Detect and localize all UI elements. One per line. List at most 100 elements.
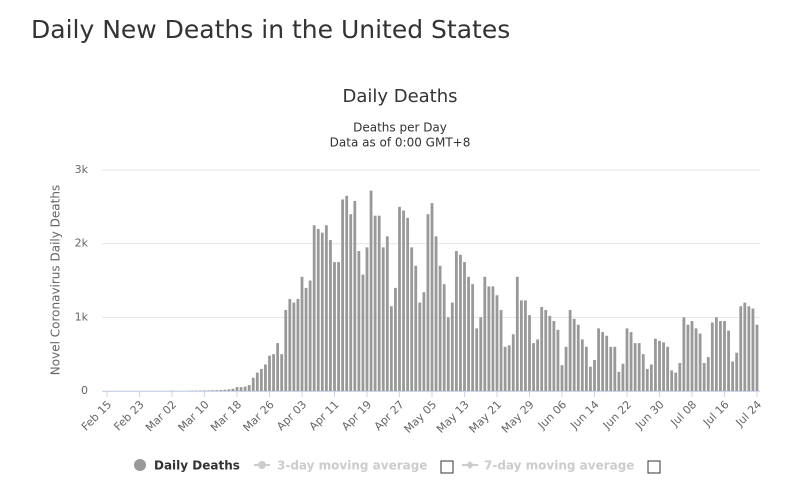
checkbox[interactable] bbox=[441, 461, 453, 473]
bar bbox=[272, 354, 275, 391]
chart-subtitle: Data as of 0:00 GMT+8 bbox=[330, 136, 471, 150]
x-tick-label: Jun 14 bbox=[567, 398, 601, 432]
bar bbox=[463, 262, 466, 391]
bar bbox=[447, 317, 450, 391]
x-tick-label: Jun 30 bbox=[632, 398, 666, 432]
bar bbox=[427, 214, 430, 391]
bar bbox=[260, 369, 263, 391]
y-tick-label: 1k bbox=[75, 310, 89, 323]
bar bbox=[252, 378, 255, 391]
bar bbox=[297, 299, 300, 391]
bar bbox=[390, 306, 393, 391]
bar bbox=[203, 390, 206, 391]
bar bbox=[386, 236, 389, 391]
bar bbox=[520, 300, 523, 391]
bar bbox=[500, 310, 503, 391]
bar bbox=[674, 373, 677, 391]
bar bbox=[366, 247, 369, 391]
bar bbox=[422, 292, 425, 391]
bar bbox=[240, 387, 243, 391]
x-tick-label: Mar 26 bbox=[241, 398, 277, 434]
bar bbox=[337, 262, 340, 391]
bar bbox=[691, 321, 694, 391]
bar bbox=[467, 277, 470, 391]
bar bbox=[439, 266, 442, 391]
bar bbox=[540, 307, 543, 391]
x-tick-label: Jun 22 bbox=[600, 398, 634, 432]
bar bbox=[406, 218, 409, 391]
bar bbox=[292, 303, 295, 391]
bar bbox=[642, 354, 645, 391]
bar bbox=[227, 389, 230, 391]
bar bbox=[370, 191, 373, 391]
bar bbox=[532, 343, 535, 391]
legend-symbol bbox=[258, 461, 266, 469]
bar bbox=[455, 251, 458, 391]
bar bbox=[577, 325, 580, 391]
bar bbox=[496, 295, 499, 391]
x-tick-label: Apr 27 bbox=[372, 398, 407, 433]
bar bbox=[288, 299, 291, 391]
x-tick-label: Jul 24 bbox=[733, 398, 765, 430]
bar bbox=[650, 364, 653, 391]
bar bbox=[264, 364, 267, 391]
bar bbox=[569, 310, 572, 391]
bar bbox=[215, 390, 218, 391]
x-tick-label: May 13 bbox=[434, 398, 472, 436]
bar bbox=[678, 363, 681, 391]
bar bbox=[634, 343, 637, 391]
bar bbox=[329, 240, 332, 391]
legend-symbol bbox=[466, 461, 474, 469]
bar bbox=[418, 303, 421, 391]
x-tick-label: Jun 06 bbox=[535, 398, 569, 432]
x-tick-label: Jul 16 bbox=[700, 398, 732, 430]
bar bbox=[638, 343, 641, 391]
bar bbox=[581, 339, 584, 391]
bar bbox=[256, 373, 259, 391]
bar bbox=[410, 247, 413, 391]
legend-item[interactable]: Daily Deaths bbox=[134, 459, 240, 473]
bar bbox=[398, 207, 401, 391]
bar bbox=[699, 334, 702, 391]
bar bbox=[557, 330, 560, 391]
legend-item[interactable]: 3-day moving average bbox=[254, 459, 427, 473]
bar bbox=[280, 354, 283, 391]
bar bbox=[747, 306, 750, 391]
x-tick-label: Feb 23 bbox=[111, 398, 146, 433]
bar bbox=[345, 196, 348, 391]
bar bbox=[593, 360, 596, 391]
bar bbox=[284, 310, 287, 391]
bar bbox=[207, 390, 210, 391]
bar bbox=[443, 284, 446, 391]
x-tick-label: Feb 15 bbox=[79, 398, 114, 433]
bar bbox=[475, 328, 478, 391]
bar bbox=[248, 385, 251, 391]
bar bbox=[646, 369, 649, 391]
bar bbox=[552, 321, 555, 391]
bar bbox=[658, 341, 661, 391]
legend-label: 3-day moving average bbox=[277, 459, 427, 473]
checkbox[interactable] bbox=[648, 461, 660, 473]
bar bbox=[626, 328, 629, 391]
bar bbox=[589, 367, 592, 391]
legend-item[interactable]: 7-day moving average bbox=[462, 459, 634, 473]
bar bbox=[353, 201, 356, 391]
bar bbox=[431, 203, 434, 391]
x-tick-label: Jul 08 bbox=[668, 398, 700, 430]
bar bbox=[565, 347, 568, 391]
bar bbox=[268, 356, 271, 391]
x-tick-label: Apr 19 bbox=[339, 398, 374, 433]
x-tick-label: May 05 bbox=[402, 398, 440, 436]
legend-label: 7-day moving average bbox=[484, 459, 634, 473]
bar bbox=[613, 347, 616, 391]
x-tick-label: May 29 bbox=[499, 398, 537, 436]
bar bbox=[504, 347, 507, 391]
x-tick-label: Mar 02 bbox=[143, 398, 179, 434]
bar bbox=[402, 211, 405, 391]
bar bbox=[548, 316, 551, 391]
bar bbox=[305, 288, 308, 391]
bar bbox=[357, 251, 360, 391]
legend-label: Daily Deaths bbox=[154, 459, 240, 473]
bar bbox=[394, 288, 397, 391]
bar bbox=[670, 370, 673, 391]
